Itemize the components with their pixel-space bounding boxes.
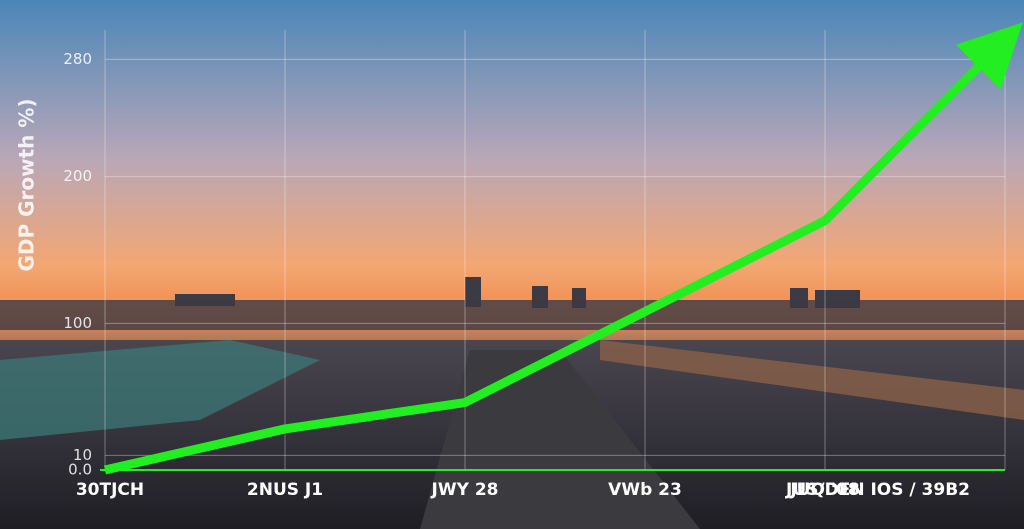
- x-tick-label: 2NUS J1: [247, 480, 323, 500]
- x-tick-label: JUS/DEN IOS / 39B2: [785, 480, 970, 500]
- x-tick-label: VWb 23: [608, 480, 682, 500]
- x-tick-label: JUQ '08: [789, 480, 859, 500]
- y-tick-label: 280: [63, 50, 92, 68]
- y-tick-label: 100: [63, 314, 92, 332]
- y-axis-label: GDP Growth %): [15, 98, 39, 271]
- y-tick-label: 0.0: [68, 461, 92, 479]
- data-line: [103, 22, 1023, 475]
- y-tick-label: 200: [63, 167, 92, 185]
- x-tick-label: JWY 28: [431, 480, 499, 500]
- skyline: [0, 277, 1024, 330]
- y-tick-label: 10: [73, 446, 92, 464]
- x-tick-label: 30TJCH: [76, 480, 144, 500]
- roof: [0, 340, 320, 440]
- bridge: [600, 340, 1024, 420]
